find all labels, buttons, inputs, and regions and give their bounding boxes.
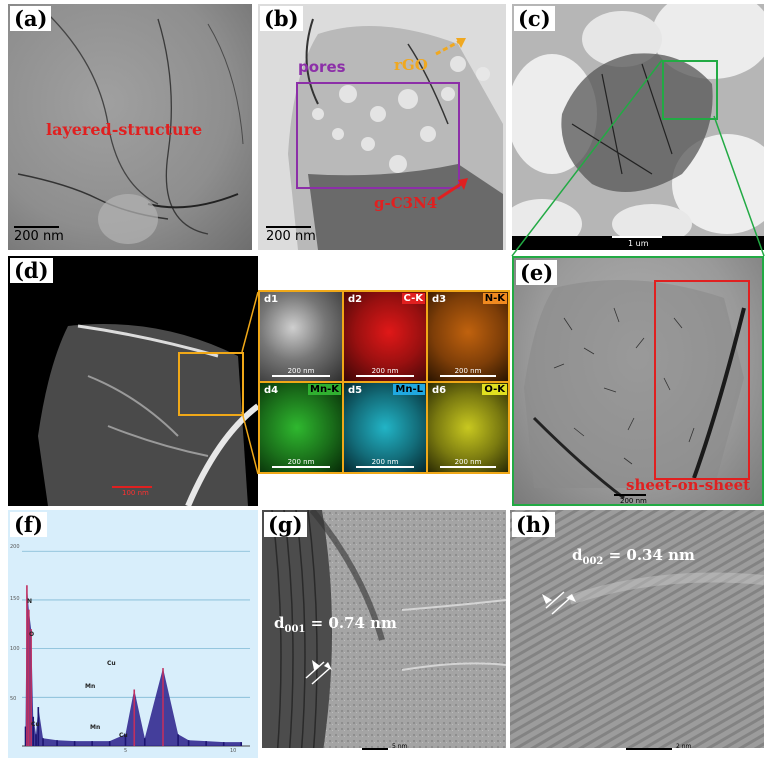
map-scale-label: 200 nm bbox=[371, 367, 399, 375]
x-tick-label: 10 bbox=[230, 748, 237, 754]
map-id-label: d6 bbox=[432, 385, 447, 396]
map-element-tag: Mn-L bbox=[393, 384, 425, 395]
map-element-tag: O-K bbox=[482, 384, 507, 395]
map-element-tag: N-K bbox=[482, 293, 507, 304]
map-scale-bar bbox=[440, 375, 496, 377]
eds-map-d4: d4 Mn-K 200 nm bbox=[260, 383, 342, 472]
peak-label: Cu bbox=[31, 721, 40, 728]
panel-g-label: (g) bbox=[264, 512, 307, 538]
panel-b-label: (b) bbox=[260, 6, 303, 32]
layered-structure-annotation: layered-structure bbox=[46, 120, 203, 139]
annotation-arrows bbox=[435, 38, 468, 201]
panel-h-lattice bbox=[510, 510, 764, 758]
panel-a-sheet-edges bbox=[17, 13, 244, 244]
map-id-label: d4 bbox=[264, 385, 279, 396]
panel-d-label: (d) bbox=[10, 258, 53, 284]
panel-a-tem-image: (a) layered-structure 200 nm bbox=[8, 4, 252, 250]
map-id-label: d3 bbox=[432, 294, 447, 305]
panel-d-haadf-image: (d) 100 nm bbox=[8, 256, 258, 506]
map-scale-label: 200 nm bbox=[454, 367, 482, 375]
eds-map-d6: d6 O-K 200 nm bbox=[428, 383, 508, 472]
panel-c-scale-strip: 1 um bbox=[512, 236, 764, 250]
g-c3n4-annotation: g-C3N4 bbox=[374, 194, 438, 212]
pores-highlight-box bbox=[296, 82, 460, 189]
x-tick-label: 5 bbox=[124, 748, 128, 754]
panel-h-label: (h) bbox=[512, 512, 556, 538]
eds-map-d1: d1 200 nm bbox=[260, 292, 342, 381]
spectrum-area bbox=[25, 585, 242, 746]
map-scale-label: 200 nm bbox=[287, 367, 315, 375]
peak-label: Mn bbox=[90, 724, 101, 731]
panel-c-scale-bar: 1 um bbox=[612, 236, 662, 248]
y-tick-label: 100 bbox=[10, 646, 20, 652]
map-scale-label: 200 nm bbox=[371, 458, 399, 466]
panel-c-tem-image: (c) 1 um bbox=[512, 4, 764, 250]
panel-a-scale-bar: 200 nm bbox=[14, 226, 64, 244]
map-id-label: d2 bbox=[348, 294, 363, 305]
panel-d-bright-sheet bbox=[38, 324, 258, 506]
map-scale-bar bbox=[356, 375, 414, 377]
map-id-label: d5 bbox=[348, 385, 363, 396]
panel-h-scale-strip: 2 nm bbox=[510, 743, 764, 758]
panel-c-holey-carbon bbox=[512, 4, 764, 249]
panel-h-scale-bar: 2 nm bbox=[626, 743, 691, 758]
peak-label: O bbox=[29, 631, 35, 638]
map-scale-bar bbox=[272, 375, 330, 377]
panel-e-label: (e) bbox=[516, 260, 558, 286]
panel-f-label: (f) bbox=[10, 512, 47, 538]
panel-g-scale-bar: 5 nm bbox=[362, 743, 407, 758]
panel-e-scale-bar: 200 nm bbox=[614, 494, 647, 504]
panel-g-hrtem-image: (g) d001 = 0.74 nm 5 nm bbox=[262, 510, 506, 758]
panel-e-tem-image: (e) sheet-on-sheet 200 nm bbox=[512, 256, 764, 506]
panel-g-lattice bbox=[262, 510, 506, 758]
panel-h-hrtem-image: (h) d002 = 0.34 nm 2 nm bbox=[510, 510, 764, 758]
sheet-on-sheet-annotation: sheet-on-sheet bbox=[626, 476, 751, 494]
mapping-region-box bbox=[178, 352, 244, 416]
y-tick-label: 50 bbox=[10, 696, 17, 702]
pores-annotation: pores bbox=[298, 58, 346, 76]
map-element-tag: Mn-K bbox=[308, 384, 341, 395]
panel-c-label: (c) bbox=[514, 6, 555, 32]
map-scale-bar bbox=[440, 466, 496, 468]
peak-label: Cu bbox=[119, 732, 128, 739]
zoom-region-box bbox=[662, 60, 718, 120]
peak-label: Cu bbox=[107, 660, 116, 667]
d002-spacing-annotation: d002 = 0.34 nm bbox=[572, 546, 695, 567]
peak-label: N bbox=[27, 598, 33, 605]
rgo-annotation: rGO bbox=[394, 56, 428, 74]
panel-f-eds-spectrum: (f) 200 150 100 50 5 10 N O Cu Mn Mn Cu … bbox=[8, 510, 258, 758]
map-scale-label: 200 nm bbox=[454, 458, 482, 466]
y-tick-label: 150 bbox=[10, 596, 20, 602]
map-id-label: d1 bbox=[264, 294, 279, 305]
spectrum-plot bbox=[22, 550, 250, 747]
panel-a-label: (a) bbox=[10, 6, 52, 32]
eds-mapping-grid: d1 200 nm d2 C-K 200 nm d3 N-K 200 nm d4… bbox=[258, 290, 510, 474]
d001-spacing-annotation: d001 = 0.74 nm bbox=[274, 614, 397, 635]
panel-b-scale-bar: 200 nm bbox=[266, 226, 316, 244]
eds-map-d3: d3 N-K 200 nm bbox=[428, 292, 508, 381]
panel-b-tem-image: (b) pores rGO g-C3N4 200 nm bbox=[258, 4, 506, 250]
eds-map-d5: d5 Mn-L 200 nm bbox=[344, 383, 426, 472]
panel-d-scale-bar: 100 nm bbox=[112, 486, 152, 497]
peak-label: Mn bbox=[85, 683, 96, 690]
map-scale-bar bbox=[356, 466, 414, 468]
map-element-tag: C-K bbox=[401, 293, 425, 304]
eds-map-d2: d2 C-K 200 nm bbox=[344, 292, 426, 381]
panel-e-wrinkled-sheet bbox=[524, 280, 746, 500]
y-tick-label: 200 bbox=[10, 544, 20, 550]
sheet-on-sheet-box bbox=[654, 280, 750, 480]
map-scale-label: 200 nm bbox=[287, 458, 315, 466]
map-scale-bar bbox=[272, 466, 330, 468]
panel-g-scale-strip: 5 nm bbox=[262, 743, 506, 758]
